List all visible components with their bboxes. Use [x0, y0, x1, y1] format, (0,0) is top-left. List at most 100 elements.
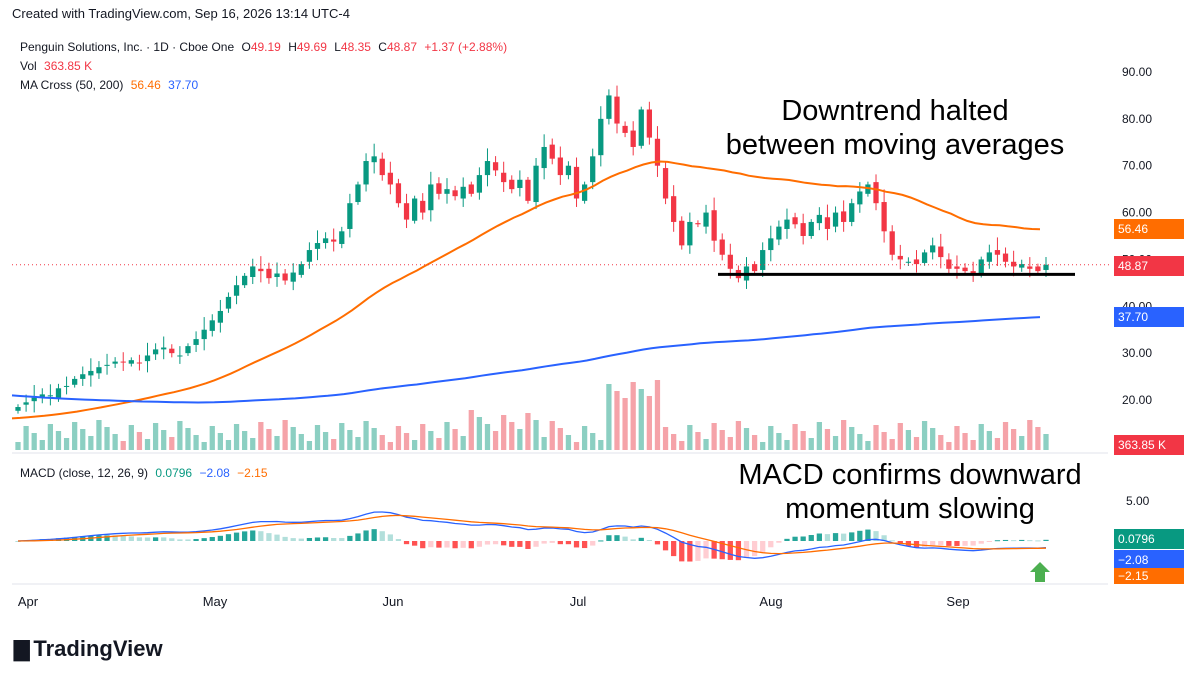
macd-legend: MACD (close, 12, 26, 9) 0.0796 −2.08 −2.… — [20, 466, 272, 480]
candle-body — [144, 355, 151, 362]
macd-histogram-bar — [1027, 540, 1033, 542]
macd-histogram-bar — [371, 529, 377, 541]
volume-label[interactable]: Vol — [20, 59, 37, 73]
signal-price-label: −2.15 — [1114, 568, 1184, 584]
macd-histogram-bar — [816, 533, 822, 541]
volume-bar — [606, 384, 612, 450]
annotation-top-line1: Downtrend halted — [781, 95, 1009, 127]
macd-histogram-bar — [428, 541, 434, 548]
volume-bar — [1043, 434, 1049, 450]
candle-body — [282, 273, 288, 281]
volume-bar — [290, 427, 296, 450]
volume-bar — [808, 438, 814, 450]
macd-histogram-bar — [225, 534, 232, 541]
candle-body — [557, 157, 563, 176]
macd-histogram-bar — [994, 540, 1001, 542]
macd-histogram-bar — [1002, 539, 1009, 541]
volume-bar — [1035, 427, 1041, 450]
macd-histogram-bar — [347, 535, 353, 541]
volume-bar — [169, 437, 175, 450]
volume-bar — [371, 428, 377, 450]
macd-histogram-bar — [687, 541, 693, 562]
volume-bar — [1010, 429, 1017, 450]
candle-body — [857, 191, 863, 205]
hist-price-label: 0.0796 — [1114, 529, 1184, 549]
candle-body — [185, 346, 191, 354]
candle-body — [387, 172, 393, 185]
macd-histogram-bar — [727, 541, 733, 560]
watermark: Created with TradingView.com, Sep 16, 20… — [12, 6, 350, 21]
candle-body — [841, 211, 847, 222]
volume-bar — [266, 429, 272, 450]
candle-body — [290, 272, 296, 282]
candle-body — [420, 200, 426, 213]
volume-bar — [994, 438, 1001, 450]
volume-bar — [776, 433, 782, 450]
macd-tick-label: 5.00 — [1126, 494, 1150, 508]
macd-histogram-bar — [768, 541, 774, 548]
annotation-macd-line2: momentum slowing — [785, 493, 1035, 525]
macd-histogram-bar — [760, 541, 766, 552]
tradingview-logo[interactable]: ▇ TradingView — [14, 636, 163, 662]
price-chart[interactable]: 90.0080.0070.0060.0050.0040.0030.0020.00… — [0, 0, 1200, 620]
macd-label[interactable]: MACD (close, 12, 26, 9) — [20, 466, 149, 480]
candle-body — [776, 226, 782, 240]
macd-histogram-bar — [233, 532, 240, 541]
volume-bar — [201, 442, 207, 450]
candle-body — [112, 361, 118, 364]
volume-bar — [938, 435, 944, 450]
volume-bar — [444, 422, 450, 450]
macd-histogram-bar — [274, 534, 280, 541]
volume-bar — [557, 428, 563, 450]
candle-body — [1027, 266, 1033, 269]
candle-body — [581, 184, 588, 201]
ma50-value: 56.46 — [130, 78, 161, 92]
volume-bar — [274, 436, 280, 450]
candle-body — [225, 296, 232, 309]
candle-body — [703, 212, 709, 227]
macd-histogram-bar — [444, 541, 450, 548]
volume-bar — [306, 441, 313, 450]
candle-body — [403, 203, 410, 220]
volume-bar — [185, 428, 191, 450]
volume-bar — [573, 442, 580, 450]
candle-body — [193, 339, 199, 345]
volume-bar — [662, 427, 669, 450]
volume-bar — [751, 435, 758, 450]
high-value: 49.69 — [296, 40, 327, 54]
candle-body — [897, 255, 903, 260]
candle-body — [322, 238, 329, 244]
macd-line — [17, 511, 1047, 559]
volume-bar — [727, 437, 733, 450]
macd-histogram-bar — [452, 541, 458, 549]
macd-histogram-bar — [322, 537, 329, 541]
volume-bar — [719, 430, 725, 450]
symbol-title[interactable]: Penguin Solutions, Inc. · 1D · Cboe One — [20, 40, 235, 54]
macd-histogram-bar — [1035, 540, 1041, 542]
macd-histogram-bar — [250, 530, 256, 541]
volume-bar — [897, 423, 903, 450]
volume-bar — [136, 432, 143, 450]
candle-body — [760, 250, 766, 270]
volume-bar — [832, 436, 839, 450]
macd-histogram-bar — [387, 534, 393, 541]
macd-histogram-bar — [970, 541, 976, 546]
volume-bar — [55, 431, 62, 450]
macd-histogram-bar — [185, 539, 191, 541]
candle-body — [509, 179, 515, 190]
candle-body — [266, 268, 272, 279]
volume-bar — [679, 441, 685, 450]
macd-histogram-bar — [484, 541, 491, 545]
candle-body — [614, 96, 620, 124]
volume-bar — [687, 425, 693, 450]
candle-body — [549, 144, 555, 159]
candle-body — [355, 184, 361, 203]
volume-bar — [144, 439, 151, 450]
volume-bar — [921, 421, 928, 450]
macd-histogram-bar — [128, 536, 134, 541]
candle-body — [1002, 253, 1009, 262]
ma-label[interactable]: MA Cross (50, 200) — [20, 78, 124, 92]
macd-histogram-bar — [379, 531, 385, 541]
candle-body — [371, 156, 377, 163]
volume-bar — [873, 425, 879, 450]
